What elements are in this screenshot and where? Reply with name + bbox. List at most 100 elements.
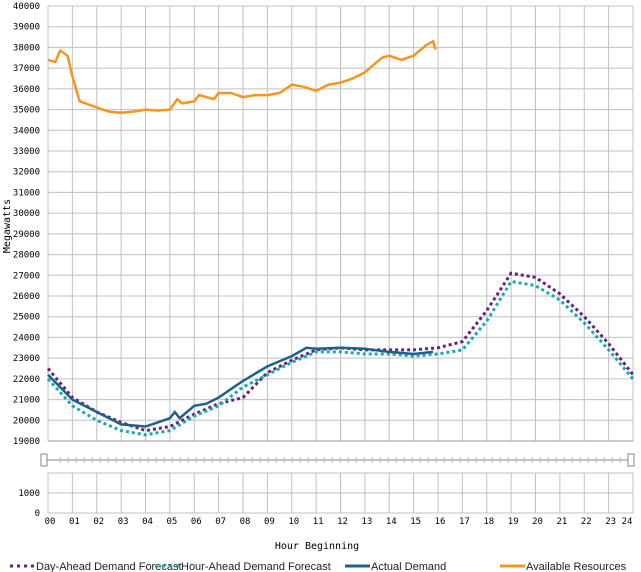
x-tick-label: 19 xyxy=(508,517,519,527)
y-tick-label: 37000 xyxy=(13,64,40,74)
scroll-tick xyxy=(531,456,534,464)
scroll-tick xyxy=(611,456,614,464)
scroll-tick xyxy=(115,456,118,464)
scroll-tick xyxy=(523,456,526,464)
y-tick-label: 28000 xyxy=(13,251,40,261)
x-tick-label: 10 xyxy=(288,517,299,527)
x-axis-ticks: 00 01 02 03 04 05 06 07 08 09 10 11 12 13 14 15 16 17 18 19… xyxy=(45,517,633,527)
scroll-tick xyxy=(91,456,94,464)
y-tick-label: 19000 xyxy=(13,437,40,447)
series-line xyxy=(46,279,635,437)
y-tick-label: 20000 xyxy=(13,416,40,426)
scroll-tick xyxy=(331,456,334,464)
scroll-tick xyxy=(203,456,206,464)
scroll-handle xyxy=(627,453,635,467)
x-tick-label: 24 xyxy=(622,517,633,527)
scroll-tick xyxy=(475,456,478,464)
legend-label: Day-Ahead Demand Forecast xyxy=(36,561,182,572)
scroll-tick xyxy=(107,456,110,464)
scroll-tick xyxy=(387,456,390,464)
scroll-tick xyxy=(243,456,246,464)
x-tick-label: 18 xyxy=(483,517,494,527)
scroll-tick xyxy=(579,456,582,464)
scroll-tick xyxy=(275,456,278,464)
scroll-tick xyxy=(163,456,166,464)
scroll-tick xyxy=(427,456,430,464)
scroll-tick xyxy=(211,456,214,464)
scroll-tick xyxy=(555,456,558,464)
y-tick-label: 34000 xyxy=(13,126,40,136)
y-tick-label: 27000 xyxy=(13,271,40,281)
y-tick-label: 35000 xyxy=(13,106,40,116)
scroll-tick xyxy=(227,456,230,464)
y-tick-label: 26000 xyxy=(13,292,40,302)
scroll-tick xyxy=(619,456,622,464)
series-line xyxy=(47,39,437,114)
y-tick-label: 21000 xyxy=(13,396,40,406)
scroll-tick xyxy=(339,456,342,464)
scroll-tick xyxy=(379,456,382,464)
scroll-tick xyxy=(83,456,86,464)
x-tick-label: 08 xyxy=(240,517,251,527)
y-tick-label: 33000 xyxy=(13,147,40,157)
scroll-tick xyxy=(259,456,262,464)
y-tick-label: 31000 xyxy=(13,188,40,198)
scroll-tick xyxy=(59,456,62,464)
scroll-tick xyxy=(195,456,198,464)
x-tick-label: 02 xyxy=(93,517,104,527)
scroll-tick xyxy=(587,456,590,464)
x-tick-label: 03 xyxy=(118,517,129,527)
y-tick-label: 29000 xyxy=(13,230,40,240)
x-tick-label: 01 xyxy=(69,517,80,527)
scroll-tick xyxy=(347,456,350,464)
scroll-tick xyxy=(307,456,310,464)
y-axis-ticks: 19000 20000 21000 22000 23000 24000 25000 26000… xyxy=(13,2,40,447)
y-axis-label: Megawatts xyxy=(2,199,13,253)
scroll-tick xyxy=(571,456,574,464)
scroll-tick xyxy=(291,456,294,464)
lower-panel: 0 1000 xyxy=(18,472,634,519)
series-line xyxy=(47,346,434,428)
scroll-tick xyxy=(603,456,606,464)
scroll-tick xyxy=(507,456,510,464)
scroll-tick xyxy=(443,456,446,464)
y-tick-label: 24000 xyxy=(13,333,40,343)
scroll-tick xyxy=(467,456,470,464)
scroll-tick xyxy=(147,456,150,464)
x-tick-label: 09 xyxy=(264,517,275,527)
scroll-tick xyxy=(187,456,190,464)
scroll-tick xyxy=(499,456,502,464)
y-tick-label: 22000 xyxy=(13,375,40,385)
scroll-tick xyxy=(67,456,70,464)
x-tick-label: 14 xyxy=(386,517,397,527)
legend-label: Hour-Ahead Demand Forecast xyxy=(181,561,331,572)
scroll-tick xyxy=(459,456,462,464)
scroll-tick xyxy=(235,456,238,464)
legend-label: Available Resources xyxy=(526,561,627,572)
scroll-tick xyxy=(219,456,222,464)
legend: Day-Ahead Demand Forecast Hour-Ahead Dema… xyxy=(10,561,627,572)
scroll-tick xyxy=(179,456,182,464)
scroll-tick xyxy=(75,456,78,464)
range-scrollbar[interactable] xyxy=(40,453,635,467)
x-tick-label: 05 xyxy=(166,517,177,527)
scroll-tick xyxy=(435,456,438,464)
x-tick-label: 21 xyxy=(556,517,567,527)
scroll-tick xyxy=(251,456,254,464)
lower-y-tick-label: 1000 xyxy=(18,489,40,499)
x-tick-label: 00 xyxy=(45,517,56,527)
scroll-tick xyxy=(483,456,486,464)
y-tick-label: 30000 xyxy=(13,209,40,219)
y-tick-label: 32000 xyxy=(13,168,40,178)
scroll-tick xyxy=(515,456,518,464)
scroll-tick xyxy=(171,456,174,464)
y-tick-label: 38000 xyxy=(13,43,40,53)
y-tick-label: 39000 xyxy=(13,23,40,33)
scroll-tick xyxy=(123,456,126,464)
scroll-tick xyxy=(355,456,358,464)
lower-y-tick-label: 0 xyxy=(35,509,40,519)
scroll-tick xyxy=(267,456,270,464)
x-tick-label: 12 xyxy=(337,517,348,527)
scroll-tick xyxy=(395,456,398,464)
